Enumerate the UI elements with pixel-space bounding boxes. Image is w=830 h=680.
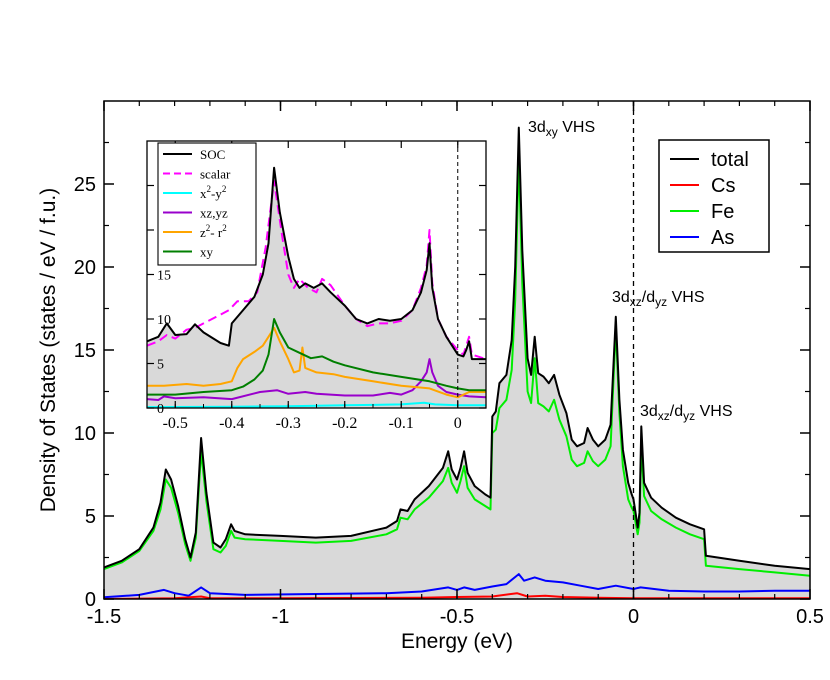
y-tick-label: 5 [85,506,96,528]
inset-x-tick-label: -0.4 [219,415,244,432]
series-line-cs [104,592,810,599]
y-tick-label: 0 [85,589,96,611]
series-line-as [104,573,810,599]
inset-series-z2r2 [147,326,486,399]
inset-y-tick-label: 5 [157,358,164,373]
x-axis-label: Energy (eV) [401,630,513,653]
inset-y-tick-label: 10 [157,313,171,328]
legend-box [658,139,770,253]
x-tick-label: -1 [272,606,290,628]
y-tick-label: 15 [74,340,96,362]
inset-x-tick-label: 0 [454,415,462,432]
inset-series-xzyz [147,358,486,401]
vhs-annotation: 3dxz/dyz VHS [612,289,704,309]
inset-legend-label: z2- r2 [200,223,227,240]
series-line-fe [104,154,810,577]
x-tick-label: 0.5 [796,606,824,628]
inset-legend-box [157,142,257,266]
inset-series-xy [147,318,486,396]
y-axis-label: Density of States (states / eV / f.u.) [37,188,60,512]
inset-legend-label: xy [200,245,214,260]
y-tick-label: 10 [74,423,96,445]
inset-legend-label: scalar [200,167,231,182]
inset-legend-label: SOC [200,147,225,162]
inset-soc-fill [147,167,486,408]
series-line-total [104,126,810,571]
x-tick-label: 0 [628,606,639,628]
legend-label-cs: Cs [711,175,735,197]
inset-y-tick-label: 0 [157,402,164,417]
x-tick-label: -0.5 [440,606,474,628]
inset-legend-label: xz,yz [200,206,228,221]
inset-x-tick-label: -0.5 [163,415,188,432]
legend-label-fe: Fe [711,201,734,223]
inset-x-tick-label: -0.3 [276,415,301,432]
inset-plot-area [147,166,486,408]
inset-x-tick-label: -0.2 [332,415,357,432]
x-tick-label: -1.5 [87,606,121,628]
main-plot-area [104,126,810,599]
vhs-annotation: 3dxz/dyz VHS [640,403,732,423]
legend-label-total: total [711,149,749,171]
inset-series-scalar [147,180,486,361]
y-tick-label: 20 [74,257,96,279]
legend-label-as: As [711,227,734,249]
inset-y-tick-label: 15 [157,269,171,284]
inset-legend-label: x2-y2 [200,184,226,201]
y-tick-label: 25 [74,174,96,196]
inset-series-soc [147,166,486,361]
total-fill-area [104,127,810,599]
inset-x-tick-label: -0.1 [389,415,414,432]
vhs-annotation: 3dxy VHS [528,119,595,139]
